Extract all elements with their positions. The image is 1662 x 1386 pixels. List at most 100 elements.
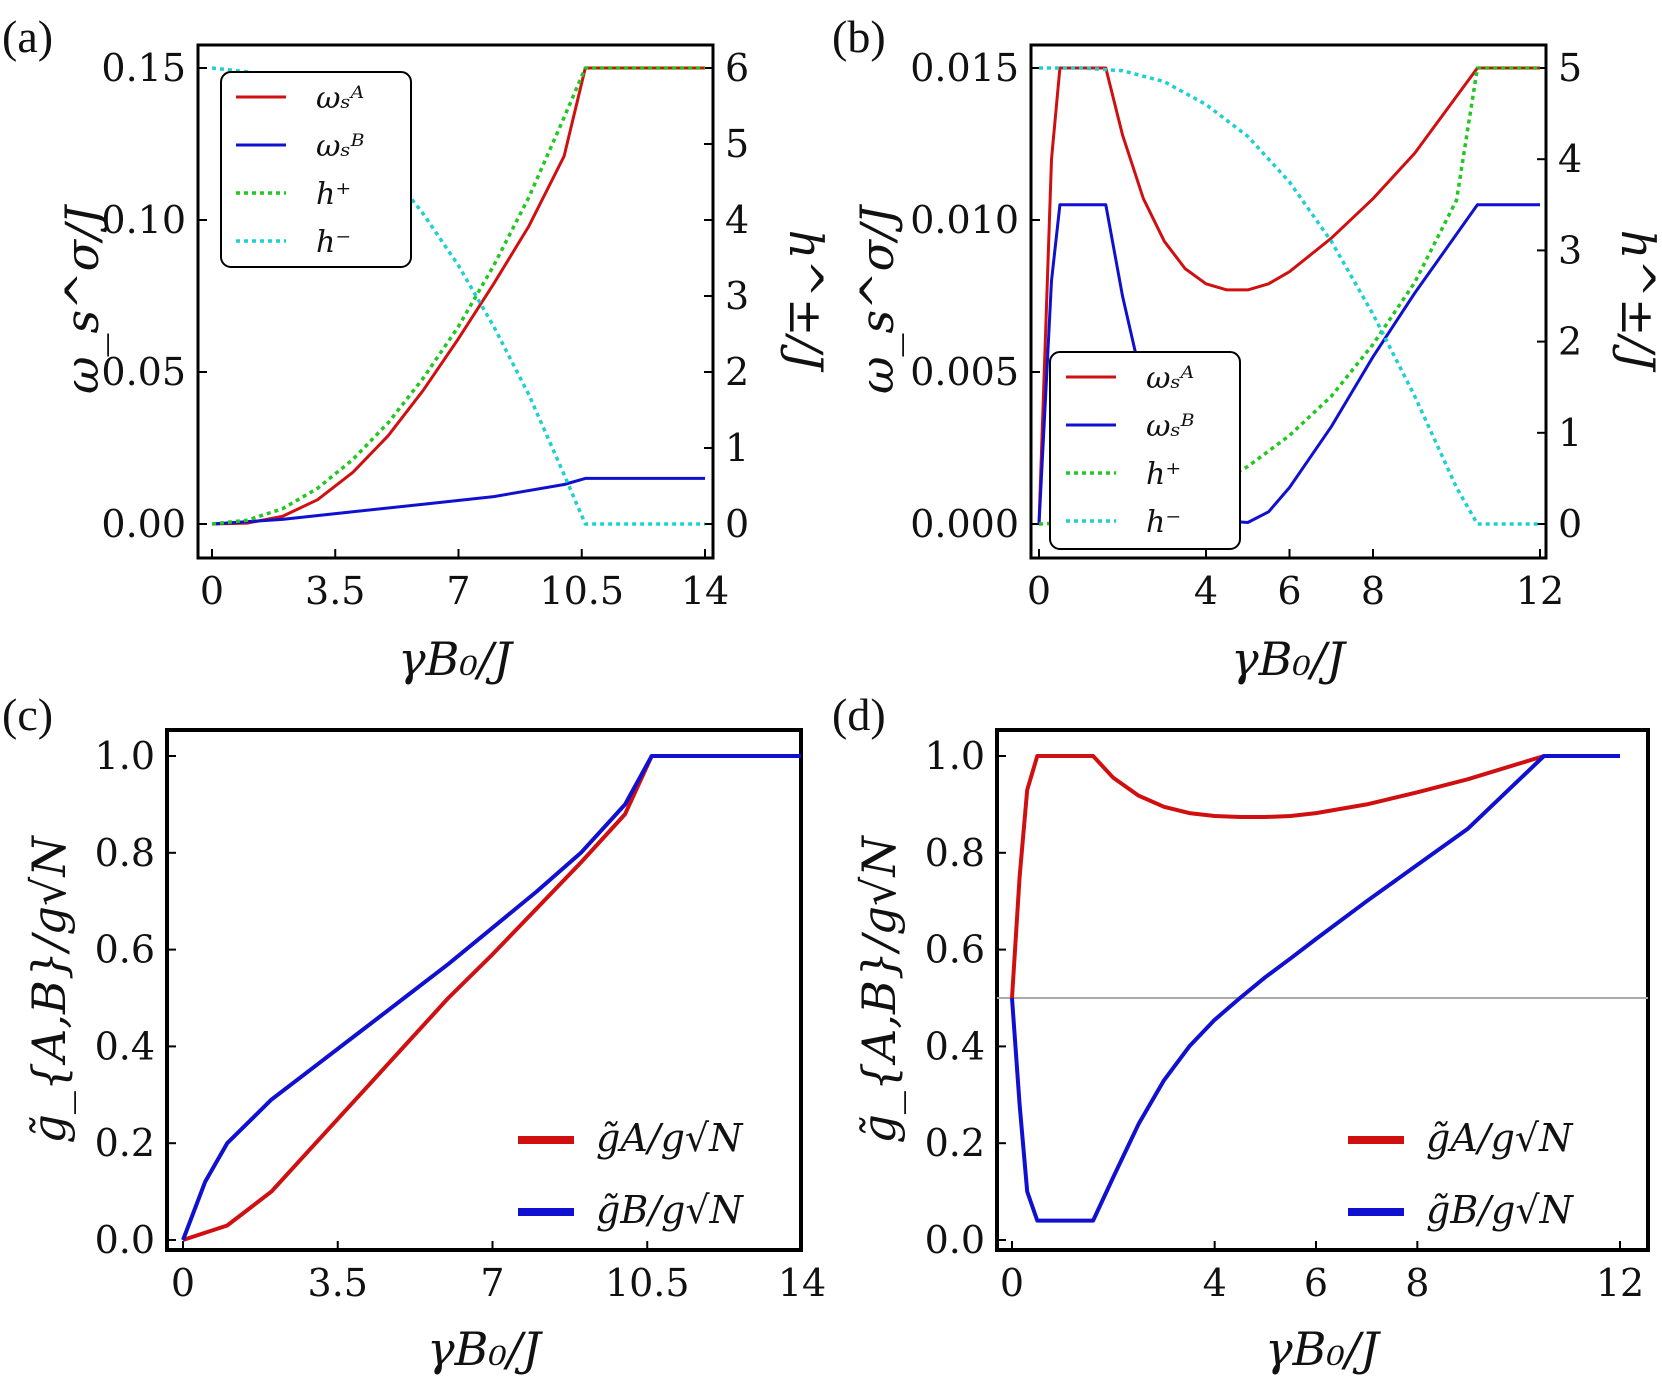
y-tick-label: 0.8 (925, 831, 985, 875)
panel-a-ylabel: ω_s^σ/J (55, 203, 109, 394)
y2-tick-label: 1 (1558, 411, 1582, 455)
panel-d-label: (d) (832, 689, 886, 740)
x-tick-label: 4 (1203, 1261, 1227, 1305)
panel-a-ticks: 0 3.5 7 10.5 14 0.00 0.05 0.10 0.15 0 1 2 3 4 5 6 (101, 46, 749, 613)
y-tick-label: 0.6 (95, 928, 155, 972)
panel-c-label: (c) (2, 689, 53, 740)
y-tick-label: 0.8 (95, 831, 155, 875)
y2-tick-label: 2 (1558, 320, 1582, 364)
panel-a-y2label: h^±/J (779, 230, 833, 373)
x-tick-label: 4 (1194, 569, 1218, 613)
x-tick-label: 7 (446, 569, 470, 613)
x-tick-label: 0 (1027, 569, 1051, 613)
panel-c-legend: g̃A/g√N g̃B/g√N (518, 1116, 745, 1232)
y2-tick-label: 5 (1558, 46, 1582, 90)
panel-b-label: (b) (832, 11, 886, 62)
y-tick-label: 0.015 (910, 46, 1019, 90)
x-tick-label: 0 (1000, 1261, 1024, 1305)
y2-tick-label: 1 (725, 426, 749, 470)
legend-label: ωₛᴬ (316, 81, 364, 116)
legend-label: g̃B/g√N (1426, 1188, 1575, 1232)
x-tick-label: 14 (681, 569, 729, 613)
y2-tick-label: 5 (725, 122, 749, 166)
x-tick-label: 12 (1516, 569, 1564, 613)
y-tick-label: 0.010 (910, 198, 1019, 242)
x-tick-label: 0 (200, 569, 224, 613)
x-tick-label: 6 (1277, 569, 1301, 613)
y2-tick-label: 0 (725, 502, 749, 546)
panel-c-chart: (c) 0 3.5 7 10.5 140.00.20.40.60.81.0 γB₀/J … (2, 689, 826, 1376)
y-tick-label: 1.0 (95, 734, 155, 778)
panel-a-legend: ωₛᴬ ωₛᴮ h⁺ h⁻ (220, 71, 412, 268)
series-line-h- (211, 66, 705, 526)
y2-tick-label: 4 (1558, 137, 1582, 181)
y-tick-label: 0.000 (910, 502, 1019, 546)
y-tick-label: 0.6 (925, 928, 985, 972)
panel-a-legend-box (220, 71, 412, 268)
y-tick-label: 0.2 (925, 1121, 985, 1165)
panel-d-series (1010, 754, 1620, 1223)
y2-tick-label: 6 (725, 46, 749, 90)
series-line-g-B-g-N (1010, 754, 1620, 1223)
y2-tick-label: 4 (725, 198, 749, 242)
y-tick-label: 0.10 (101, 198, 186, 242)
legend-label: g̃B/g√N (596, 1188, 745, 1232)
x-tick-label: 0 (171, 1261, 195, 1305)
y2-tick-label: 3 (1558, 228, 1582, 272)
panel-c-series (181, 754, 801, 1242)
panel-d-ylabel: g̃_{A,B}/g√N (852, 835, 906, 1144)
panel-d-xlabel: γB₀/J (1265, 1322, 1381, 1376)
y-tick-label: 0.15 (101, 46, 186, 90)
x-tick-label: 8 (1361, 569, 1385, 613)
legend-label: ωₛᴮ (316, 129, 365, 164)
legend-label: ωₛᴬ (1146, 361, 1194, 396)
x-tick-label: 10.5 (539, 569, 624, 613)
series-line-h- (1039, 66, 1540, 526)
panel-c-xlabel: γB₀/J (427, 1322, 543, 1376)
x-tick-label: 10.5 (605, 1261, 690, 1305)
x-tick-label: 7 (480, 1261, 504, 1305)
legend-label: h⁺ (1146, 457, 1181, 492)
legend-label: h⁻ (316, 225, 351, 260)
series-line-g-A-g-N (182, 754, 801, 1242)
y-tick-label: 0.005 (910, 350, 1019, 394)
y2-tick-label: 2 (725, 350, 749, 394)
y-tick-label: 1.0 (925, 734, 985, 778)
y-tick-label: 0.0 (925, 1218, 985, 1262)
x-tick-label: 3.5 (308, 1261, 368, 1305)
legend-label: g̃A/g√N (596, 1116, 744, 1160)
panel-c-frame (165, 728, 803, 1252)
legend-label: h⁺ (316, 177, 351, 212)
y-tick-label: 0.2 (95, 1121, 155, 1165)
panel-d-legend: g̃A/g√N g̃B/g√N (1348, 1116, 1575, 1232)
series-line--s-A (211, 66, 705, 526)
legend-label: g̃A/g√N (1426, 1116, 1574, 1160)
x-tick-label: 8 (1405, 1261, 1429, 1305)
panel-b-xlabel: γB₀/J (1231, 632, 1347, 686)
x-tick-label: 6 (1304, 1261, 1328, 1305)
panel-d-ticks: 0 4 6 8 12 0.0 0.2 0.4 0.6 0.8 1.0 (925, 734, 1645, 1305)
panel-d-frame (995, 728, 1650, 1252)
panel-b-y2label: h^±/J (1611, 230, 1662, 373)
series-line-g-B-g-N (181, 754, 801, 1241)
y2-tick-label: 0 (1558, 502, 1582, 546)
legend-label: ωₛᴮ (1146, 409, 1195, 444)
series-line-g-A-g-N (1010, 754, 1620, 999)
panel-a-label: (a) (2, 11, 53, 62)
x-tick-label: 12 (1596, 1261, 1644, 1305)
y-tick-label: 0.4 (925, 1024, 985, 1068)
y-tick-label: 0.05 (101, 350, 186, 394)
panel-c-ticks: 0 3.5 7 10.5 14 0.0 0.2 0.4 0.6 0.8 1.0 (95, 734, 827, 1305)
x-tick-label: 3.5 (305, 569, 365, 613)
y-tick-label: 0.4 (95, 1024, 155, 1068)
panel-c-ylabel: g̃_{A,B}/g√N (22, 835, 76, 1144)
legend-label: h⁻ (1146, 505, 1181, 540)
panel-b-ylabel: ω_s^σ/J (850, 203, 904, 394)
panel-a-xlabel: γB₀/J (398, 632, 514, 686)
x-tick-label: 14 (778, 1261, 826, 1305)
panel-b-legend: ωₛᴬ ωₛᴮ h⁺ h⁻ (1049, 351, 1241, 550)
panel-b-legend-box (1049, 351, 1241, 550)
